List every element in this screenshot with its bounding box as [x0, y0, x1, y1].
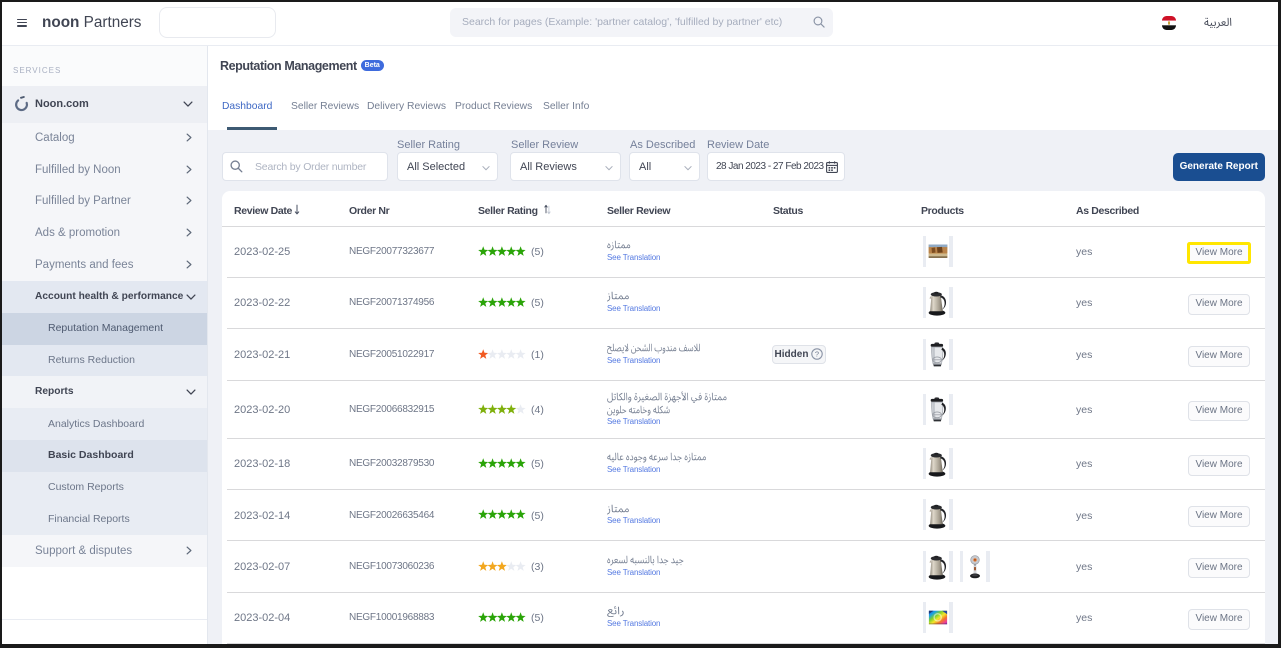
svg-text:?: ? [815, 350, 819, 359]
